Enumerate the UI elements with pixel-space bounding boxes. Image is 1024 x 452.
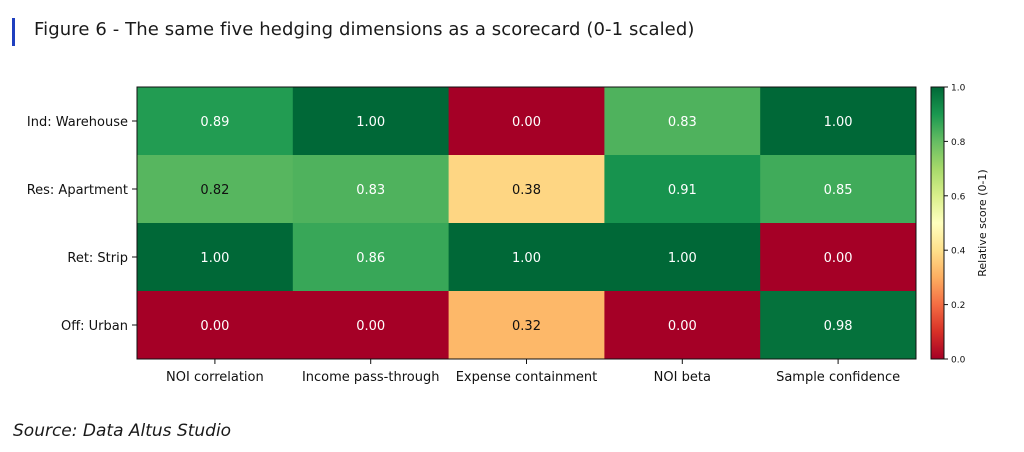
cell-value-label: 1.00 [512, 251, 541, 266]
cell-value-label: 0.00 [356, 319, 385, 334]
column-label: NOI correlation [166, 370, 264, 385]
heatmap-cell [292, 87, 450, 156]
heatmap-cell [292, 291, 450, 360]
heatmap-cell [604, 155, 761, 224]
heatmap-cell [137, 223, 294, 292]
source-note: Source: Data Altus Studio [13, 421, 232, 441]
colorbar-tick-label: 0.2 [951, 301, 965, 311]
row-label: Res: Apartment [27, 183, 128, 198]
cell-value-label: 0.86 [356, 251, 385, 266]
colorbar-ticks: 0.0 0.2 0.4 0.6 0.8 1.0 [944, 84, 966, 366]
colorbar-tick-label: 0.8 [951, 138, 966, 148]
cell-value-label: 0.83 [356, 183, 385, 198]
cell-value-label: 0.89 [200, 115, 229, 130]
heatmap-cell [137, 87, 294, 156]
colorbar-tick-label: 0.0 [951, 356, 966, 366]
cell-value-label: 0.00 [668, 319, 697, 334]
cell-value-label: 0.38 [512, 183, 541, 198]
heatmap-cells: 0.89 1.00 0.00 0.83 1.00 0.82 0.83 0.38 0.91 0.85… [137, 87, 917, 360]
cell-value-label: 0.32 [512, 319, 541, 334]
heatmap-cell [760, 223, 917, 292]
column-labels: NOI correlation Income pass-through Expens… [166, 359, 900, 385]
title-accent-bar [12, 18, 15, 46]
cell-value-label: 1.00 [824, 115, 853, 130]
heatmap-cell [448, 87, 605, 156]
figure-title: Figure 6 - The same five hedging dimensi… [34, 19, 695, 40]
heatmap-cell [292, 155, 450, 224]
colorbar-tick-label: 0.4 [951, 247, 966, 257]
heatmap-cell [760, 291, 917, 360]
cell-value-label: 0.85 [824, 183, 853, 198]
heatmap-cell [604, 291, 761, 360]
row-label: Off: Urban [61, 319, 128, 334]
cell-value-label: 0.91 [668, 183, 697, 198]
row-label: Ret: Strip [67, 251, 128, 266]
cell-value-label: 0.82 [200, 183, 229, 198]
column-label: NOI beta [654, 370, 711, 385]
column-label: Income pass-through [302, 370, 440, 385]
row-label: Ind: Warehouse [27, 115, 128, 130]
heatmap-cell [604, 87, 761, 156]
colorbar [930, 86, 945, 360]
cell-value-label: 1.00 [356, 115, 385, 130]
cell-value-label: 0.00 [824, 251, 853, 266]
heatmap-cell [760, 155, 917, 224]
cell-value-label: 0.83 [668, 115, 697, 130]
cell-value-label: 1.00 [668, 251, 697, 266]
column-label: Expense containment [456, 370, 598, 385]
colorbar-tick-label: 1.0 [951, 84, 966, 94]
colorbar-label: Relative score (0-1) [976, 169, 989, 276]
heatmap-cell [137, 291, 294, 360]
heatmap-cell [604, 223, 761, 292]
heatmap-cell [448, 223, 605, 292]
heatmap-cell [448, 291, 605, 360]
column-label: Sample confidence [776, 370, 900, 385]
cell-value-label: 0.98 [824, 319, 853, 334]
heatmap-cell [448, 155, 605, 224]
colorbar-tick-label: 0.6 [951, 192, 966, 202]
cell-value-label: 0.00 [200, 319, 229, 334]
row-labels: Ind: Warehouse Res: Apartment Ret: Strip Of… [27, 115, 137, 334]
heatmap-cell [292, 223, 450, 292]
heatmap-cell [137, 155, 294, 224]
heatmap-cell [760, 87, 917, 156]
cell-value-label: 0.00 [512, 115, 541, 130]
cell-value-label: 1.00 [200, 251, 229, 266]
